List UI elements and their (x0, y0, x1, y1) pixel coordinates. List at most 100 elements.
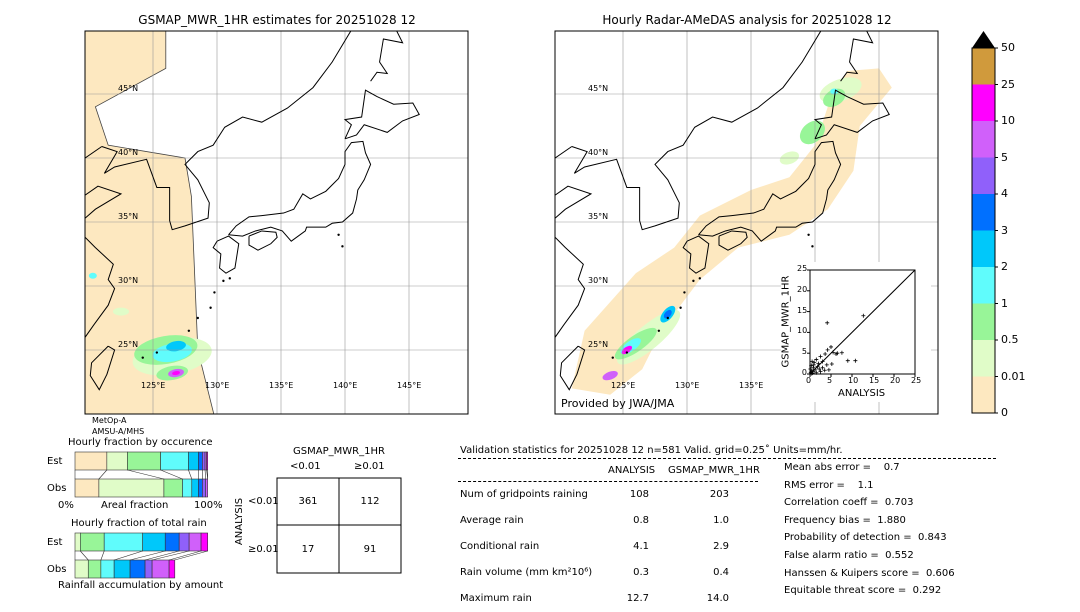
occ-obs-segment (98, 478, 165, 498)
left-island (341, 245, 344, 248)
rain-west (88, 272, 97, 279)
scatter-point (820, 359, 825, 364)
scatter-ytick: 0 (801, 368, 807, 377)
left-island (187, 329, 191, 332)
scatter-point (829, 344, 833, 349)
stats-row-analysis: 0.8 (633, 515, 649, 526)
occ-obs-label: Obs (47, 483, 67, 494)
occ-est-segment (188, 451, 199, 471)
rain-est-segment (74, 532, 81, 552)
colorbar-label: 0.5 (1001, 333, 1019, 346)
scatter-point (814, 370, 819, 375)
contingency-col-2: ≥0.01 (354, 461, 385, 472)
rain-xlabel: Rainfall accumulation by amount (58, 580, 224, 591)
scatter-xlabel: ANALYSIS (838, 388, 886, 399)
contingency-col-1: <0.01 (290, 461, 321, 472)
right-island (692, 279, 695, 283)
right-map (554, 30, 939, 415)
colorbar-swatch (972, 194, 995, 231)
scatter-ytick: 5 (801, 347, 807, 357)
colorbar-swatch (972, 267, 995, 304)
occ-connector (204, 469, 207, 480)
left-lat-label: 45°N (118, 84, 139, 93)
rain-est-segment (164, 532, 180, 552)
right-coast-shandong (555, 185, 593, 219)
scatter-ytick: 10 (797, 326, 808, 336)
sensor-label-1: MetOp-A (92, 416, 127, 425)
score-line: Hanssen & Kuipers score = 0.606 (784, 567, 955, 579)
scatter-point (825, 320, 830, 325)
right-coast-honshu (698, 140, 842, 242)
stats-table-divider (458, 481, 758, 482)
left-coast-honshu (228, 140, 372, 242)
score-line: Probability of detection = 0.843 (784, 532, 947, 544)
stats-row-gsmap: 203 (709, 489, 729, 500)
stats-row-label: Maximum rain (460, 593, 532, 604)
occ-xlabel: Areal fraction (101, 500, 169, 511)
occ-est-segment (160, 451, 189, 471)
scatter-point (845, 358, 850, 363)
scatter-point (814, 357, 819, 362)
occ-obs-segment (205, 478, 209, 498)
left-map-title: GSMAP_MWR_1HR estimates for 20251028 12 (138, 13, 416, 27)
colorbar-label: 2 (1001, 260, 1008, 273)
right-coast-chinas (555, 237, 586, 338)
left-island (213, 291, 216, 294)
right-coast-kyushu (682, 235, 710, 274)
colorbar-swatch (972, 376, 995, 413)
rain-connector (114, 550, 143, 561)
left-coast-shikoku (248, 230, 278, 251)
left-lon-label: 135°E (269, 381, 294, 390)
left-island (222, 279, 225, 283)
stats-row-label: Average rain (460, 515, 524, 526)
colorbar-label: 3 (1001, 223, 1008, 237)
scatter-ytick: 15 (797, 305, 808, 315)
stats-row-gsmap: 2.9 (713, 541, 729, 552)
left-lat-label: 25°N (118, 340, 139, 349)
colorbar-swatch (972, 340, 995, 377)
right-map-title: Hourly Radar-AMeDAS analysis for 2025102… (602, 13, 892, 27)
right-lat-label: 30°N (588, 276, 609, 285)
right-lat-label: 25°N (588, 340, 609, 349)
occ-obs-segment (163, 478, 183, 498)
right-island (698, 277, 701, 280)
rain-obs-segment (100, 559, 115, 579)
scatter-point (808, 367, 813, 372)
contingency-row-1: <0.01 (248, 496, 279, 507)
colorbar-swatch (972, 230, 995, 267)
cell-miss: 17 (301, 544, 315, 555)
stats-row-gsmap: 14.0 (706, 593, 729, 604)
stats-row-gsmap: 0.4 (713, 567, 729, 578)
rain-obs-segment (144, 559, 153, 579)
scatter-point (861, 313, 866, 318)
scatter-ytick: 25 (797, 264, 808, 273)
right-island (811, 245, 814, 248)
occ-est-segment (202, 451, 206, 471)
occ-obs-segment (191, 478, 199, 498)
rain-obs-segment (129, 559, 146, 579)
scatter-point (822, 368, 827, 373)
stats-header: Validation statistics for 20251028 12 n=… (460, 445, 843, 456)
contingency-title: GSMAP_MWR_1HR (293, 446, 385, 457)
rain-connector (174, 550, 208, 561)
colorbar-swatch (972, 303, 995, 340)
left-coast-hokkaido (343, 89, 420, 140)
rain-connector (80, 550, 89, 561)
scatter-point (824, 362, 829, 367)
rain-ishigaki (602, 370, 618, 381)
left-coast-sakhalin (370, 31, 404, 82)
occ-connector (98, 469, 108, 480)
rain-title: Hourly fraction of total rain (71, 518, 207, 529)
colorbar-swatch (972, 84, 995, 121)
scatter-point (839, 350, 844, 355)
colorbar-label: 5 (1001, 150, 1008, 164)
occ-obs-segment (198, 478, 203, 498)
stats-row-analysis: 12.7 (626, 593, 649, 604)
scatter-point (809, 363, 814, 368)
rain-est-label: Est (47, 537, 63, 548)
right-lat-label: 40°N (588, 148, 609, 157)
boundary (166, 4, 185, 158)
right-island (625, 351, 629, 354)
